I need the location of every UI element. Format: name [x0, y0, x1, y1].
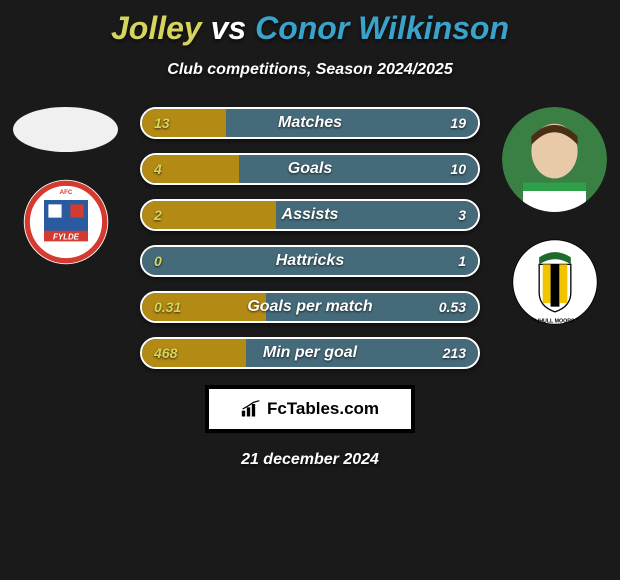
brand-text: FcTables.com: [267, 399, 379, 419]
player-left-name: Jolley: [111, 10, 202, 46]
stat-value-left: 0: [142, 247, 174, 275]
stat-value-right: 213: [431, 339, 478, 367]
stat-label: Hattricks: [142, 247, 478, 275]
stat-value-left: 4: [142, 155, 174, 183]
svg-text:AFC: AFC: [59, 189, 72, 196]
stat-value-left: 2: [142, 201, 174, 229]
stat-row: Hattricks0 1: [140, 245, 480, 277]
player-right-name: Conor Wilkinson: [255, 10, 509, 46]
left-column: FYLDE AFC: [8, 107, 123, 266]
stat-bars: Matches13 19 Goals4 10 Assists2 3 Hattricks0 1 G…: [140, 107, 480, 369]
right-club-badge: SOLIHULL MOORS FC: [511, 238, 599, 326]
left-player-avatar: [13, 107, 118, 152]
subtitle: Club competitions, Season 2024/2025: [0, 61, 620, 79]
stat-row: Matches13 19: [140, 107, 480, 139]
page-title: Jolley vs Conor Wilkinson: [0, 0, 620, 47]
right-column: SOLIHULL MOORS FC: [497, 107, 612, 326]
right-player-avatar: [502, 107, 607, 212]
comparison-content: FYLDE AFC SO: [0, 107, 620, 469]
stat-row: Goals per match0.310.53: [140, 291, 480, 323]
stat-row: Min per goal468 213: [140, 337, 480, 369]
stat-value-right: 10: [438, 155, 478, 183]
svg-text:SOLIHULL MOORS FC: SOLIHULL MOORS FC: [526, 318, 582, 324]
stat-row: Assists2 3: [140, 199, 480, 231]
stat-label: Min per goal: [142, 339, 478, 367]
stat-value-left: 13: [142, 109, 182, 137]
stat-value-right: 3: [446, 201, 478, 229]
stat-label: Assists: [142, 201, 478, 229]
stat-value-left: 468: [142, 339, 189, 367]
chart-icon: [241, 400, 261, 418]
stat-label: Matches: [142, 109, 478, 137]
stat-value-right: 1: [446, 247, 478, 275]
svg-text:FYLDE: FYLDE: [53, 233, 80, 242]
left-club-badge: FYLDE AFC: [22, 178, 110, 266]
stat-label: Goals: [142, 155, 478, 183]
title-vs: vs: [202, 10, 255, 46]
date-text: 21 december 2024: [0, 451, 620, 469]
brand-badge[interactable]: FcTables.com: [205, 385, 415, 433]
stat-row: Goals4 10: [140, 153, 480, 185]
stat-value-right: 0.53: [427, 293, 478, 321]
stat-value-left: 0.31: [142, 293, 193, 321]
stat-value-right: 19: [438, 109, 478, 137]
